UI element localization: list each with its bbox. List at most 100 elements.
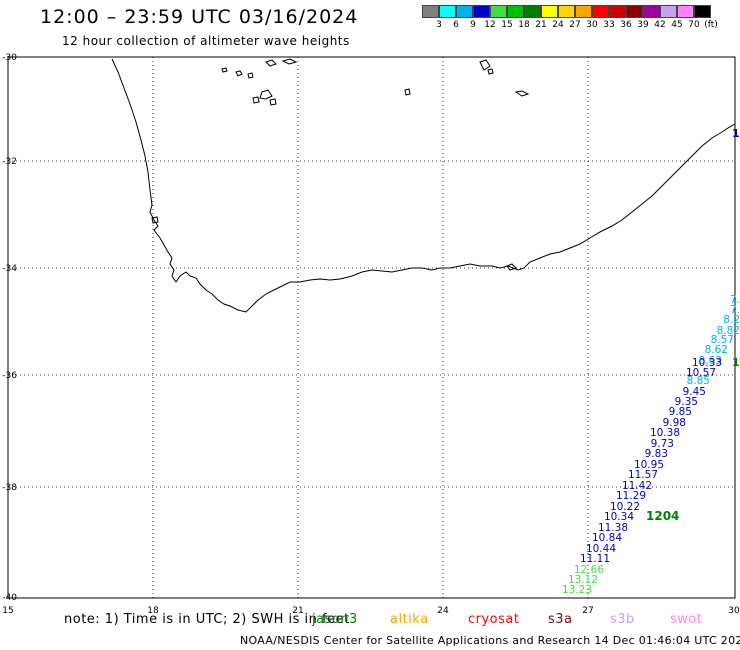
wave-height-label: 7. (730, 294, 740, 306)
legend-swatch (575, 5, 592, 18)
coastline (111, 58, 736, 313)
coastline-path (111, 58, 736, 313)
legend-label: 70 (688, 20, 700, 30)
lon-tick-label: 30 (728, 606, 740, 616)
wave-height-label: 8.57 (711, 334, 734, 346)
wave-height-label: 11.29 (616, 490, 646, 502)
wave-height-label: 8.82 (717, 325, 740, 337)
lat-tick-label: -30 (2, 53, 17, 63)
island-outline (235, 70, 243, 77)
legend-label: 18 (518, 20, 530, 30)
color-legend: 3 6 9 12 15 18 21 24 27 30 33 36 39 42 45 70 (ft) (422, 5, 718, 30)
legend-swatch (524, 5, 541, 18)
legend-label: 21 (535, 20, 547, 30)
satellite-cryosat: cryosat (468, 612, 520, 627)
island-outline (252, 96, 260, 104)
pass-time-label: 1 (732, 127, 740, 140)
island-outline (404, 88, 411, 96)
wave-height-label: 13.12 (568, 574, 598, 586)
wave-height-label: 10.22 (610, 501, 640, 513)
legend-swatch (643, 5, 660, 18)
legend-label: 27 (569, 20, 581, 30)
lat-tick-label: -40 (2, 593, 17, 603)
legend-swatch (677, 5, 694, 18)
satellite-s3a: s3a (548, 612, 573, 627)
legend-swatch (660, 5, 677, 18)
legend-swatch (609, 5, 626, 18)
wave-height-label: 13.23 (562, 584, 592, 596)
wave-height-label: 9.35 (675, 396, 698, 408)
legend-label: 9 (470, 20, 476, 30)
island-outline (487, 68, 494, 75)
wave-height-label: 8.85 (687, 375, 710, 387)
island-outline (506, 263, 517, 271)
wave-height-label: 9.98 (663, 417, 686, 429)
map-border (7, 56, 736, 599)
wave-height-label: 10.84 (592, 532, 622, 544)
wave-height-label: 11.38 (598, 522, 628, 534)
legend-label: 24 (552, 20, 564, 30)
wave-height-label: 11.11 (580, 553, 610, 565)
legend-swatches (422, 5, 711, 18)
legend-label: 36 (620, 20, 632, 30)
pass-time-label: 1 (732, 356, 740, 369)
wave-height-label: 8.62 (705, 344, 728, 356)
wave-height-label: 10.44 (586, 543, 616, 555)
satellite-jason3: jason3 (312, 612, 358, 627)
island-outline (221, 67, 228, 73)
wave-height-label: 10.34 (604, 511, 634, 523)
wave-height-label: 7. (730, 304, 740, 316)
legend-swatch (541, 5, 558, 18)
lat-tick-label: -38 (2, 483, 17, 493)
satellite-s3b: s3b (610, 612, 635, 627)
island-outline (247, 72, 254, 79)
altimeter-track: 7.7.8.28.828.578.628.6310.3310.578.859.4… (562, 127, 740, 596)
wave-height-label: 12.66 (574, 564, 604, 576)
island-outline (151, 216, 159, 224)
wave-height-label: 8.2 (723, 314, 740, 326)
wave-height-label: 11.42 (622, 480, 652, 492)
wave-height-label: 10.57 (686, 367, 716, 379)
legend-label: 30 (586, 20, 598, 30)
legend-swatch (626, 5, 643, 18)
legend-swatch (490, 5, 507, 18)
legend-label: 39 (637, 20, 649, 30)
island-outline (514, 90, 530, 97)
lon-tick-label: 21 (292, 606, 303, 616)
island-outline (259, 89, 273, 100)
legend-label: 12 (484, 20, 496, 30)
legend-swatch (422, 5, 439, 18)
lon-tick-label: 18 (147, 606, 159, 616)
island-outline (269, 98, 277, 106)
legend-label: 33 (603, 20, 615, 30)
map-subtitle: 12 hour collection of altimeter wave hei… (62, 34, 350, 48)
footer-credit: NOAA/NESDIS Center for Satellite Applica… (240, 634, 740, 647)
wave-height-label: 9.85 (669, 406, 692, 418)
wave-height-label: 9.45 (683, 386, 706, 398)
satellite-swot: swot (670, 612, 703, 627)
island-outline (265, 59, 277, 67)
axis-labels: 15 18 21 24 27 30 -30 -32 -34 -36 -38 -40 (2, 53, 740, 616)
legend-label: 6 (453, 20, 459, 30)
wave-height-label: 9.83 (645, 448, 668, 460)
legend-label: 42 (654, 20, 666, 30)
legend-swatch (473, 5, 490, 18)
note-text: note: 1) Time is in UTC; 2) SWH is in fe… (64, 612, 350, 627)
legend-swatch (558, 5, 575, 18)
satellite-altika: altika (390, 612, 429, 627)
legend-swatch (694, 5, 711, 18)
legend-swatch (592, 5, 609, 18)
legend-swatch (456, 5, 473, 18)
lat-tick-label: -36 (2, 371, 17, 381)
lat-tick-label: -34 (2, 264, 17, 274)
lat-tick-label: -32 (2, 157, 17, 167)
pass-time-label: 1204 (646, 509, 679, 523)
wave-height-label: 10.33 (692, 357, 722, 369)
legend-label: (ft) (704, 20, 718, 30)
wave-height-label: 10.38 (650, 427, 680, 439)
legend-labels: 3 6 9 12 15 18 21 24 27 30 33 36 39 42 45 70 (ft) (422, 20, 740, 34)
legend-label: 15 (501, 20, 513, 30)
lon-tick-label: 27 (582, 606, 593, 616)
map-title: 12:00 – 23:59 UTC 03/16/2024 (40, 6, 359, 28)
wave-height-label: 10.95 (634, 459, 664, 471)
